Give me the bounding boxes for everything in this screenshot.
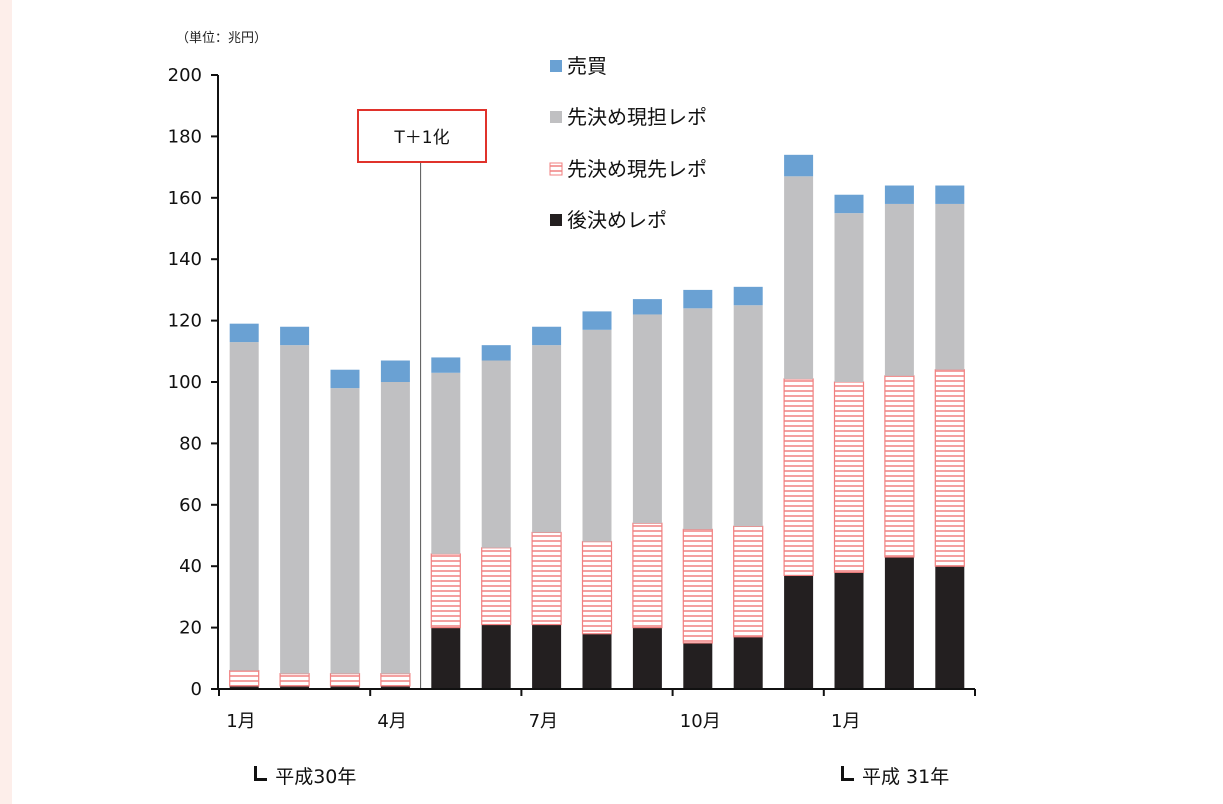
y-tick-label: 80 bbox=[179, 433, 202, 454]
bar-segment bbox=[380, 673, 411, 687]
bar-segment bbox=[582, 311, 612, 330]
bar-segment bbox=[229, 685, 259, 689]
bar-segment bbox=[632, 299, 662, 315]
legend-swatch bbox=[550, 111, 562, 123]
era-bracket-icon bbox=[841, 766, 854, 781]
bar-segment bbox=[481, 624, 511, 689]
bar-segment bbox=[884, 185, 914, 204]
bar-segment bbox=[733, 636, 763, 689]
bar-segment bbox=[884, 556, 914, 689]
bar-segment bbox=[935, 203, 965, 370]
bar-segment bbox=[682, 528, 713, 644]
x-tick-label: 1月 bbox=[226, 711, 255, 732]
legend-swatch bbox=[549, 162, 563, 176]
legend-swatch bbox=[550, 60, 562, 72]
bar-segment bbox=[582, 633, 612, 689]
bar-segment bbox=[632, 627, 662, 689]
era-label-heisei31: 平成 31年 bbox=[841, 762, 949, 789]
era-bracket-icon bbox=[254, 766, 268, 781]
bar-segment bbox=[280, 685, 310, 689]
bar-segment bbox=[934, 369, 965, 567]
y-tick-label: 0 bbox=[191, 679, 202, 700]
annotation-box bbox=[357, 109, 487, 163]
bar-segment bbox=[431, 372, 461, 554]
bar-segment bbox=[531, 531, 562, 626]
bar-segment bbox=[329, 673, 361, 687]
bar-segment bbox=[581, 541, 613, 635]
era-label-text: 平成 31年 bbox=[862, 766, 950, 788]
x-tick-label: 4月 bbox=[377, 711, 406, 732]
bar-segment bbox=[380, 382, 410, 674]
y-tick-label: 140 bbox=[168, 249, 202, 270]
bar-segment bbox=[330, 369, 360, 389]
bar-segment bbox=[431, 627, 461, 689]
bar-segment bbox=[430, 553, 461, 629]
y-tick-label: 180 bbox=[168, 126, 202, 147]
bar-segment bbox=[279, 673, 310, 687]
bar-segment bbox=[784, 575, 814, 689]
bar-segment bbox=[632, 522, 663, 629]
bar-segment bbox=[683, 642, 713, 689]
bar-segment bbox=[431, 357, 461, 373]
bar-segment bbox=[532, 624, 562, 689]
bar-segment bbox=[280, 326, 310, 346]
era-label-text: 平成30年 bbox=[275, 766, 357, 788]
bar-segment bbox=[380, 685, 410, 689]
y-tick-label: 100 bbox=[168, 372, 202, 393]
unit-label: （単位：兆円） bbox=[176, 30, 267, 46]
bar-segment bbox=[834, 194, 864, 214]
bar-segment bbox=[733, 525, 764, 638]
legend-label: 先決め現先レポ bbox=[567, 157, 707, 181]
annotation-label: T＋1化 bbox=[393, 128, 449, 148]
bar-segment bbox=[532, 326, 562, 346]
bar-segment bbox=[784, 176, 814, 379]
legend-swatch bbox=[550, 214, 562, 226]
bar-segment bbox=[783, 378, 814, 577]
y-tick-label: 40 bbox=[179, 556, 202, 577]
y-tick-label: 20 bbox=[179, 618, 202, 639]
x-tick-label: 10月 bbox=[680, 711, 721, 732]
bar-segment bbox=[330, 685, 360, 689]
chart-panel bbox=[12, 0, 1223, 804]
bar-segment bbox=[884, 203, 914, 376]
bar-segment bbox=[683, 289, 713, 309]
y-tick-label: 120 bbox=[168, 311, 202, 332]
bar-segment bbox=[733, 286, 763, 306]
bar-segment bbox=[834, 572, 864, 689]
y-tick-label: 200 bbox=[168, 65, 202, 86]
x-tick-label: 7月 bbox=[529, 711, 558, 732]
legend-label: 売買 bbox=[567, 54, 607, 78]
bar-segment bbox=[481, 547, 512, 626]
bar-segment bbox=[935, 185, 965, 204]
x-tick-label: 1月 bbox=[831, 711, 860, 732]
bar-segment bbox=[833, 381, 865, 573]
bar-segment bbox=[834, 213, 864, 382]
bar-segment bbox=[481, 345, 511, 361]
bar-segment bbox=[330, 388, 360, 674]
legend-label: 後決めレポ bbox=[567, 208, 667, 232]
bar-segment bbox=[532, 345, 562, 533]
bar-segment bbox=[229, 669, 260, 687]
bar-segment bbox=[935, 566, 965, 689]
bar-segment bbox=[784, 154, 814, 177]
bar-segment bbox=[582, 329, 612, 542]
y-tick-label: 160 bbox=[168, 188, 202, 209]
y-tick-label: 60 bbox=[179, 495, 202, 516]
bar-segment bbox=[733, 305, 763, 527]
bar-segment bbox=[380, 360, 410, 382]
bar-segment bbox=[280, 345, 310, 674]
legend-label: 先決め現担レポ bbox=[567, 105, 707, 129]
bar-segment bbox=[884, 375, 915, 558]
bar-segment bbox=[229, 342, 259, 671]
bar-segment bbox=[481, 360, 511, 548]
bar-segment bbox=[683, 308, 713, 530]
bar-segment bbox=[632, 314, 662, 524]
bar-segment bbox=[229, 323, 259, 343]
era-label-heisei30: 平成30年 bbox=[254, 762, 356, 789]
